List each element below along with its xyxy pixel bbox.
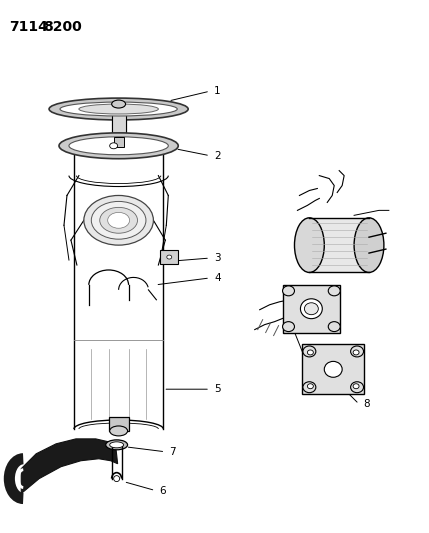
Polygon shape	[309, 219, 369, 272]
Bar	[112, 111, 126, 139]
Bar	[160, 250, 178, 264]
Ellipse shape	[91, 201, 146, 239]
Text: 5: 5	[214, 384, 221, 394]
Ellipse shape	[100, 207, 138, 233]
Ellipse shape	[106, 440, 127, 450]
Ellipse shape	[79, 104, 158, 114]
Ellipse shape	[328, 321, 340, 332]
Text: 9: 9	[313, 365, 320, 374]
Polygon shape	[74, 146, 163, 429]
Bar	[302, 344, 364, 394]
Ellipse shape	[110, 442, 124, 448]
Ellipse shape	[167, 255, 172, 259]
Ellipse shape	[110, 426, 127, 436]
Ellipse shape	[328, 286, 340, 296]
Ellipse shape	[308, 384, 313, 389]
Text: 7114: 7114	[9, 20, 48, 34]
Ellipse shape	[350, 382, 363, 393]
Ellipse shape	[324, 361, 342, 377]
Ellipse shape	[84, 196, 154, 245]
Ellipse shape	[110, 143, 118, 149]
Ellipse shape	[294, 218, 324, 272]
Bar	[114, 137, 124, 147]
Ellipse shape	[69, 137, 168, 155]
Ellipse shape	[303, 382, 316, 393]
Text: 7: 7	[169, 447, 176, 457]
Ellipse shape	[308, 350, 313, 355]
Ellipse shape	[112, 100, 126, 108]
Ellipse shape	[353, 384, 359, 389]
Ellipse shape	[59, 133, 178, 159]
Ellipse shape	[283, 321, 294, 332]
Ellipse shape	[49, 98, 188, 120]
Ellipse shape	[300, 299, 322, 319]
Ellipse shape	[350, 346, 363, 357]
Text: 8: 8	[363, 399, 370, 409]
Ellipse shape	[114, 475, 120, 482]
Text: 6: 6	[159, 486, 166, 496]
Bar	[283, 285, 340, 333]
Ellipse shape	[353, 350, 359, 355]
Ellipse shape	[303, 346, 316, 357]
Ellipse shape	[305, 303, 318, 314]
Ellipse shape	[354, 218, 384, 272]
Polygon shape	[21, 439, 118, 494]
Text: 1: 1	[214, 86, 221, 96]
Ellipse shape	[108, 212, 130, 228]
Ellipse shape	[283, 286, 294, 296]
Ellipse shape	[60, 102, 177, 116]
Text: 4: 4	[214, 273, 221, 283]
Text: 2: 2	[214, 151, 221, 161]
Text: 3: 3	[214, 253, 221, 263]
Bar	[109, 417, 129, 431]
Text: 8200: 8200	[43, 20, 82, 34]
